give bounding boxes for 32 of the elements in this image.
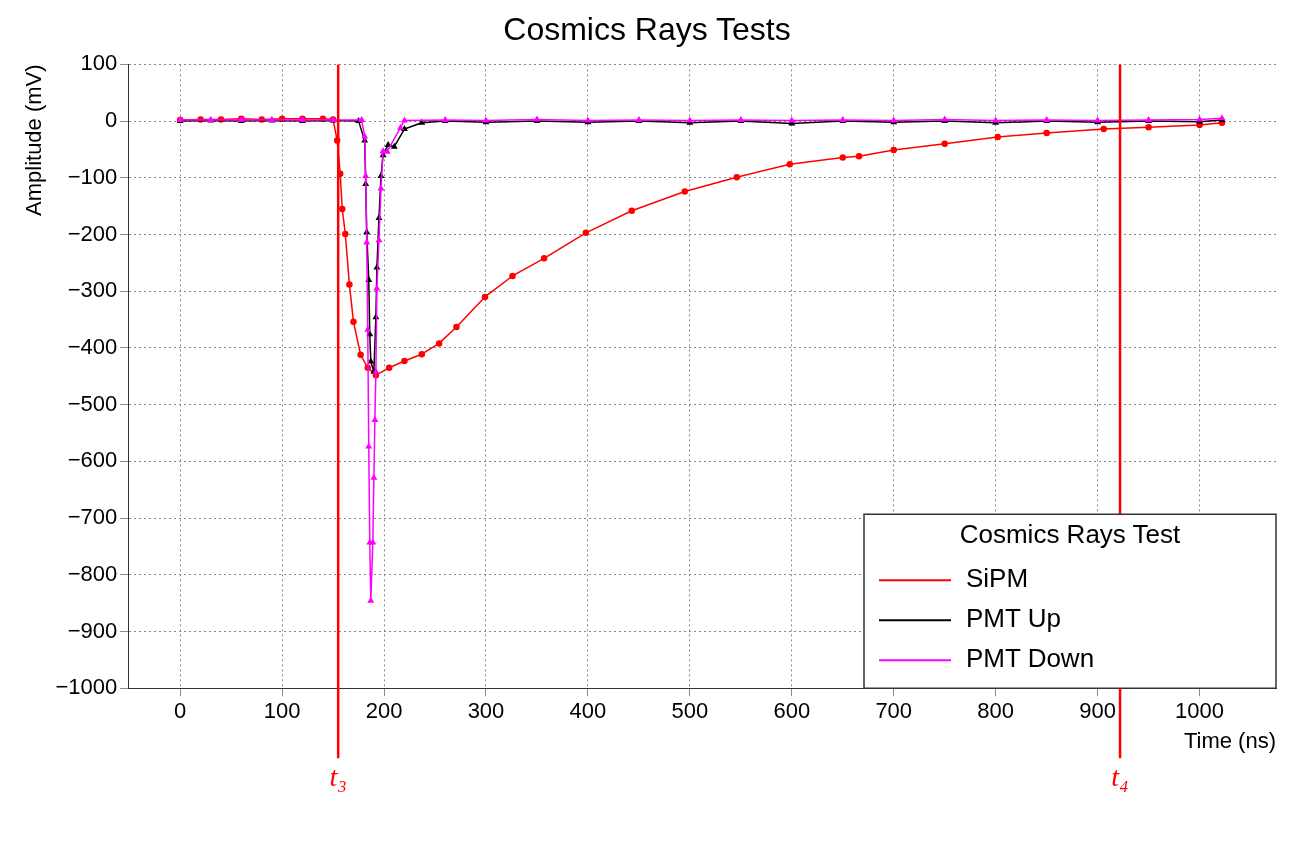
legend-label: PMT Up — [966, 603, 1061, 634]
x-tick-label: 0 — [174, 698, 187, 724]
x-tick-label: 400 — [569, 698, 607, 724]
x-tick-label: 300 — [467, 698, 505, 724]
x-tick-label: 800 — [977, 698, 1015, 724]
y-tick-label: −900 — [67, 617, 118, 643]
x-tick-label: 600 — [773, 698, 811, 724]
y-tick-label: 100 — [80, 50, 118, 76]
y-tick-label: −1000 — [55, 674, 118, 700]
x-tick-label: 200 — [365, 698, 403, 724]
x-tick-label: 500 — [671, 698, 709, 724]
y-tick-label: −200 — [67, 220, 118, 246]
x-tick-label: 100 — [263, 698, 301, 724]
y-axis-title: Amplitude (mV) — [21, 64, 47, 216]
y-tick-label: −500 — [67, 390, 118, 416]
x-tick-label: 900 — [1079, 698, 1116, 724]
legend-label: PMT Down — [966, 643, 1095, 674]
y-tick-label: −700 — [67, 504, 118, 530]
chart-title: Cosmics Rays Tests — [503, 11, 791, 48]
y-tick-label: 0 — [104, 107, 118, 133]
y-tick-label: −400 — [67, 334, 118, 360]
legend-label: SiPM — [966, 563, 1029, 594]
ref-line-label: t₄ — [1111, 760, 1129, 792]
ref-line-label: t₃ — [329, 760, 347, 792]
y-tick-label: −600 — [67, 447, 118, 473]
y-tick-label: −300 — [67, 277, 118, 303]
x-axis-title: Time (ns) — [1183, 727, 1276, 753]
x-tick-label: 700 — [875, 698, 913, 724]
y-tick-label: −100 — [67, 163, 118, 189]
x-tick-label: 1000 — [1175, 698, 1225, 724]
y-tick-label: −800 — [67, 560, 118, 586]
legend-title: Cosmics Rays Test — [959, 519, 1182, 550]
